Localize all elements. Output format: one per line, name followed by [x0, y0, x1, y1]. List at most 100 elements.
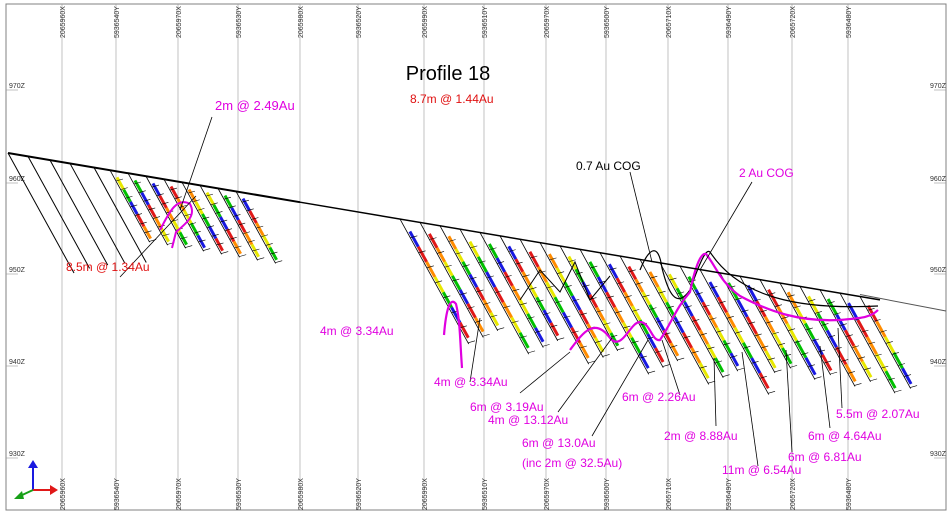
depth-tick	[767, 357, 775, 361]
hole-trace	[679, 266, 739, 372]
depth-tick	[670, 345, 678, 348]
depth-tick	[702, 304, 710, 308]
assay-interval	[690, 347, 702, 364]
bottom-coordinate-labels: 2065960X 5936540Y 2065970X 5936530Y 2065980X…	[60, 478, 853, 510]
hole-trace	[109, 169, 150, 243]
assay-interval	[241, 197, 252, 212]
assay-interval	[225, 228, 236, 243]
depth-tick	[730, 355, 738, 358]
depth-tick	[861, 329, 869, 333]
topographic-surface	[7, 152, 947, 312]
depth-tick	[202, 216, 210, 220]
depth-tick	[737, 367, 745, 371]
depth-tick	[761, 345, 769, 349]
depth-tick	[881, 365, 889, 369]
depth-tick	[246, 208, 254, 212]
depth-tick	[144, 230, 152, 234]
grade-annotation: 8.7m @ 1.44Au	[410, 92, 494, 106]
assay-interval	[767, 288, 780, 308]
depth-tick	[216, 242, 224, 246]
depth-tick	[839, 323, 847, 326]
depth-tick	[754, 333, 762, 337]
depth-tick	[794, 340, 802, 343]
assay-interval	[482, 299, 493, 314]
depth-tick	[759, 376, 767, 379]
hole-trace	[163, 179, 204, 252]
annotation-leader	[741, 351, 759, 467]
assay-interval	[694, 288, 705, 303]
depth-tick	[771, 331, 779, 335]
depth-tick	[781, 316, 789, 319]
assay-interval	[476, 256, 488, 273]
hole-trace	[579, 249, 650, 375]
assay-interval	[755, 333, 768, 352]
depth-tick	[187, 190, 196, 194]
grade-annotation: 11m @ 6.54Au	[722, 463, 801, 477]
assay-interval	[514, 258, 525, 273]
assay-interval	[631, 305, 642, 321]
elevation-label-left: 950Z	[9, 267, 26, 274]
depth-tick	[504, 275, 512, 278]
assay-interval	[608, 263, 619, 279]
depth-tick	[684, 305, 692, 308]
hole-trace	[859, 296, 911, 389]
depth-tick	[563, 315, 571, 319]
assay-interval	[147, 204, 157, 218]
drillholes	[7, 152, 918, 395]
depth-tick	[753, 298, 761, 302]
assay-interval	[178, 231, 188, 246]
grade-shells	[159, 201, 879, 369]
depth-tick	[722, 374, 730, 377]
top-coordinate-label: 2065720X	[790, 6, 797, 38]
depth-tick	[699, 365, 707, 369]
depth-tick	[777, 343, 786, 346]
depth-tick	[536, 299, 544, 303]
hole-trace	[199, 185, 240, 258]
assay-interval	[795, 339, 808, 359]
bottom-coordinate-label: 2065720X	[790, 478, 797, 510]
grade-annotation: 2m @ 2.49Au	[215, 98, 295, 113]
depth-tick	[710, 286, 718, 289]
depth-tick	[486, 275, 494, 279]
assay-interval	[668, 273, 679, 290]
depth-tick	[494, 290, 503, 294]
assay-interval	[488, 243, 499, 259]
grade-annotation: 6m @ 6.81Au	[788, 450, 862, 464]
depth-tick	[741, 309, 749, 313]
drillhole	[819, 289, 878, 382]
depth-tick	[699, 332, 707, 336]
drillhole	[499, 235, 565, 342]
drillhole	[163, 179, 211, 252]
depth-tick	[260, 234, 269, 238]
bottom-coordinate-label: 5936490Y	[726, 478, 733, 510]
hole-trace	[439, 225, 499, 331]
hole-trace	[93, 167, 147, 263]
depth-tick	[188, 222, 197, 225]
assay-interval	[861, 360, 873, 378]
annotation-leader	[119, 195, 197, 278]
grade-annotation: (inc 2m @ 32.5Au)	[522, 456, 622, 470]
surface-line	[7, 152, 301, 204]
depth-tick	[185, 245, 193, 248]
depth-tick	[823, 360, 832, 364]
assay-interval	[745, 316, 758, 335]
hole-trace	[779, 282, 831, 376]
assay-interval	[716, 296, 728, 314]
depth-tick	[519, 302, 527, 306]
depth-tick	[515, 261, 523, 265]
drillhole	[679, 266, 745, 372]
depth-tick	[143, 199, 151, 202]
depth-tick	[572, 298, 580, 302]
bottom-coordinate-label: 2065710X	[666, 478, 673, 510]
drillhole	[699, 269, 776, 395]
grid-lines	[6, 4, 946, 510]
depth-tick	[130, 204, 138, 208]
depth-tick	[590, 265, 598, 269]
assay-interval	[555, 267, 567, 283]
assay-interval	[511, 285, 522, 301]
assay-interval	[835, 313, 847, 331]
assay-interval	[825, 329, 838, 349]
depth-tick	[596, 309, 604, 313]
annotation-leader	[179, 116, 213, 211]
